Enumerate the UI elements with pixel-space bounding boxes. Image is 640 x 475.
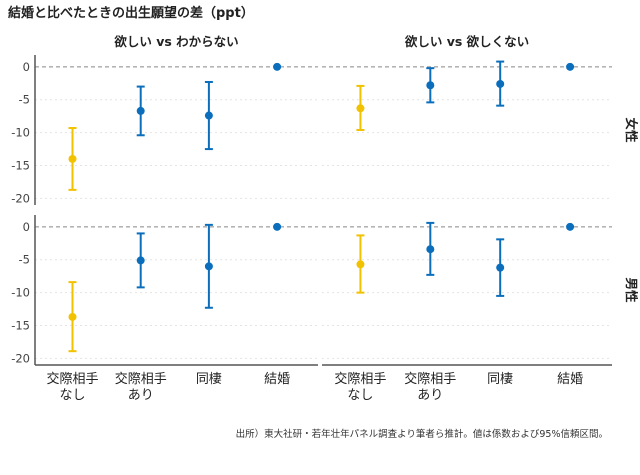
- data-point: [496, 263, 505, 272]
- data-point: [273, 222, 282, 231]
- data-point: [136, 256, 145, 265]
- chart-caption: 出所）東大社研・若年壮年パネル調査より筆者ら推計。値は係数および95%信頼区間。: [236, 428, 608, 440]
- x-tick-label: 交際相手: [404, 371, 456, 387]
- x-tick-label: 同棲: [487, 372, 513, 387]
- x-tick-label: あり: [128, 388, 154, 403]
- data-point: [426, 81, 435, 90]
- y-tick-label: -10: [11, 126, 30, 140]
- x-tick-label: 結婚: [264, 372, 290, 387]
- y-tick-label: -15: [11, 319, 30, 333]
- x-tick-label: あり: [417, 388, 443, 403]
- data-point: [68, 154, 77, 163]
- data-point: [273, 62, 282, 71]
- y-tick-label: -10: [11, 286, 30, 300]
- data-point: [136, 106, 145, 115]
- x-tick-label: なし: [59, 388, 85, 403]
- data-point: [204, 111, 213, 120]
- data-point: [204, 262, 213, 271]
- y-tick-label: -5: [19, 93, 30, 107]
- y-tick-label: -20: [11, 351, 30, 365]
- x-tick-label: 交際相手: [115, 371, 167, 387]
- y-tick-label: -5: [19, 253, 30, 267]
- data-point: [426, 245, 435, 254]
- data-point: [68, 312, 77, 321]
- x-tick-label: 交際相手: [334, 371, 386, 387]
- y-tick-label: -15: [11, 159, 30, 173]
- data-point: [496, 79, 505, 88]
- chart-title: 結婚と比べたときの出生願望の差（ppt）: [8, 5, 254, 21]
- data-point: [566, 222, 575, 231]
- x-tick-label: なし: [347, 388, 373, 403]
- facet-column-label: 欲しい vs わからない: [113, 34, 238, 49]
- facet-row-label: 男性: [624, 277, 639, 303]
- y-tick-label: -20: [11, 191, 30, 205]
- data-point: [566, 62, 575, 71]
- x-tick-label: 同棲: [196, 372, 222, 387]
- x-tick-label: 交際相手: [46, 371, 98, 387]
- data-point: [356, 104, 365, 113]
- x-tick-label: 結婚: [557, 372, 583, 387]
- facet-column-label: 欲しい vs 欲しくない: [404, 34, 529, 49]
- y-tick-label: 0: [23, 220, 30, 234]
- data-point: [356, 260, 365, 269]
- facet-row-label: 女性: [624, 117, 639, 143]
- y-tick-label: 0: [23, 60, 30, 74]
